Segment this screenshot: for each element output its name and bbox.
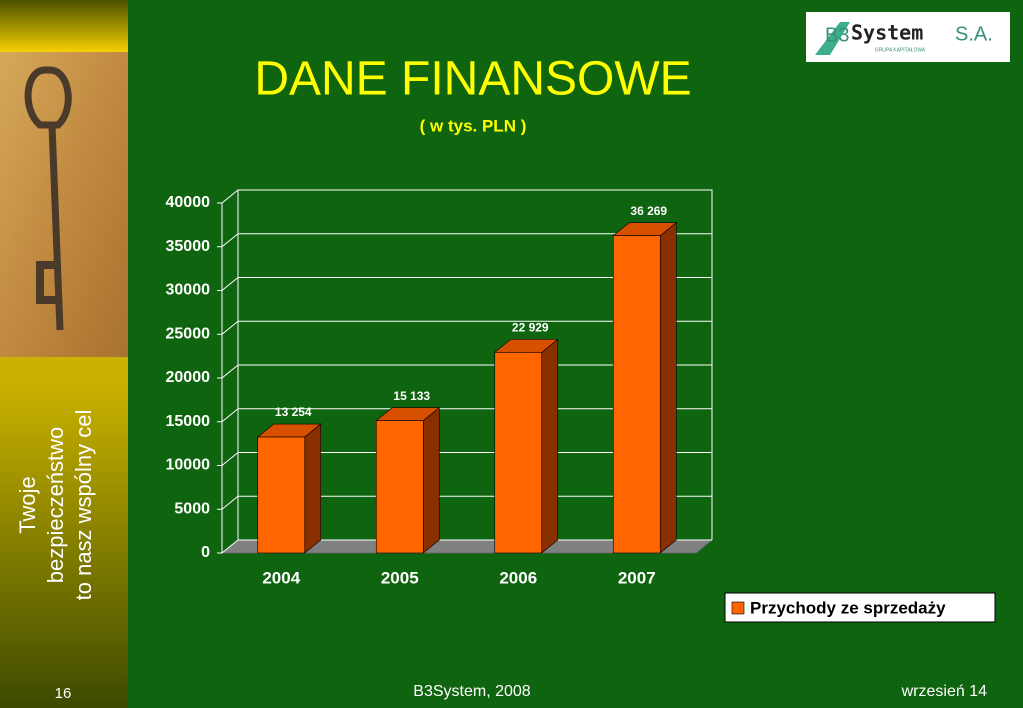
chart-title: DANE FINANSOWE [254,53,691,106]
grid-line [221,233,712,248]
bar-side [659,222,677,554]
y-tick-label: 35000 [166,238,211,255]
x-tick-label: 2005 [381,568,419,587]
chart: 0 5000 10000 15000 20000 25000 30000 35000 40000… [166,189,996,623]
legend-label: Przychody ze sprzedaży [750,598,946,617]
x-tick-label: 2007 [618,568,656,587]
logo-mark [815,22,850,55]
chart-subtitle: ( w tys. PLN ) [420,116,527,135]
value-label: 22 929 [512,321,549,335]
bar-front [494,352,543,554]
y-tick-label: 10000 [166,457,211,474]
y-tick-label: 5000 [174,500,210,517]
sidebar-top [0,0,128,52]
bar-side [304,423,322,554]
logo-suffix: S.A. [955,23,993,45]
tagline-line: Twoje [15,476,40,533]
bar [612,222,678,554]
tagline-line: to nasz wspólny cel [71,410,96,601]
value-label: 36 269 [630,204,667,218]
grid-line [221,277,712,291]
logo-tagline: GRUPA KAPITAŁOWA [875,47,926,53]
bar [256,423,322,554]
value-label: 15 133 [393,389,430,403]
footer-right: wrzesień 14 [901,683,987,700]
key-photo [0,52,128,357]
legend-swatch [731,601,745,615]
tagline: Twoje bezpieczeństwo to nasz wspólny cel [15,410,96,601]
bar [493,338,559,554]
y-tick-label: 25000 [166,325,211,342]
bar-front [375,420,424,554]
bar [375,406,441,554]
y-tick-label: 20000 [166,369,211,386]
legend-box [724,592,996,623]
x-tick-label: 2006 [499,568,537,587]
y-tick-label: 30000 [166,282,211,299]
y-tick-label: 15000 [166,413,211,430]
grid-line [221,320,712,335]
logo-name: System [851,21,923,45]
grid-line [221,189,712,204]
bar-front [257,436,306,554]
footer-center: B3System, 2008 [413,683,531,700]
tagline-line: bezpieczeństwo [43,427,68,584]
bar-side [541,338,559,554]
logo-prefix: B3 [825,24,849,46]
x-tick-label: 2004 [262,568,300,587]
value-label: 13 254 [275,405,312,419]
y-tick-label: 40000 [166,194,211,211]
bar-side [422,406,440,554]
bar-front [612,235,661,554]
y-tick-label: 0 [201,544,210,561]
page-number: 16 [55,685,72,702]
key [24,66,72,331]
